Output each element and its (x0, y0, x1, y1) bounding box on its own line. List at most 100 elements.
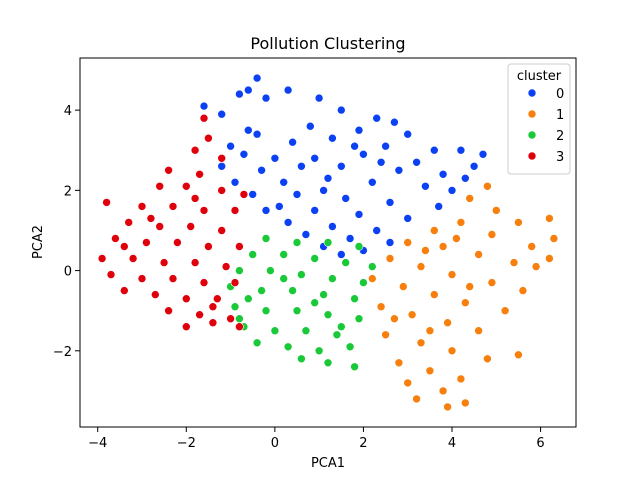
data-point-cluster-2 (319, 290, 328, 299)
data-point-cluster-0 (421, 182, 430, 191)
data-point-cluster-0 (297, 162, 306, 171)
data-point-cluster-3 (137, 202, 147, 211)
data-point-cluster-1 (425, 326, 435, 336)
data-point-cluster-2 (359, 278, 368, 287)
data-point-cluster-3 (168, 202, 178, 211)
data-point-cluster-0 (226, 141, 235, 151)
data-point-cluster-2 (292, 306, 302, 316)
legend-marker-3 (527, 151, 537, 161)
data-point-cluster-1 (438, 386, 448, 396)
data-point-cluster-0 (403, 129, 413, 139)
data-point-cluster-3 (195, 310, 204, 320)
data-point-cluster-1 (394, 358, 404, 368)
data-point-cluster-3 (195, 170, 204, 179)
data-point-cluster-0 (252, 73, 262, 83)
data-point-cluster-3 (199, 113, 209, 123)
data-point-cluster-0 (460, 174, 470, 183)
data-point-cluster-0 (314, 93, 324, 103)
y-tick-label: 0 (64, 265, 72, 280)
x-axis-label: PCA1 (311, 456, 345, 471)
data-point-cluster-1 (429, 290, 439, 299)
data-point-cluster-1 (407, 310, 417, 320)
data-point-cluster-3 (128, 254, 138, 263)
data-point-cluster-1 (403, 378, 413, 388)
legend-entries: 0 1 2 3 (527, 87, 564, 165)
data-point-cluster-1 (416, 262, 426, 271)
data-point-cluster-1 (545, 214, 554, 223)
data-point-cluster-2 (354, 242, 364, 251)
data-point-cluster-1 (421, 246, 430, 255)
data-point-cluster-0 (434, 202, 444, 211)
data-point-cluster-1 (474, 250, 483, 259)
data-point-cluster-3 (199, 278, 209, 287)
data-point-cluster-3 (213, 294, 222, 304)
data-point-cluster-0 (478, 150, 488, 159)
data-point-cluster-2 (354, 314, 364, 324)
data-point-cluster-3 (182, 322, 191, 332)
data-point-cluster-0 (261, 93, 271, 103)
legend-title: cluster (517, 69, 562, 84)
x-tick-label: 4 (448, 436, 456, 451)
y-tick-label: 2 (64, 184, 72, 199)
data-point-cluster-1 (438, 242, 448, 251)
data-point-cluster-1 (549, 234, 559, 243)
data-point-cluster-1 (456, 218, 466, 227)
data-point-cluster-1 (465, 282, 475, 291)
data-point-cluster-1 (425, 366, 435, 376)
data-point-cluster-2 (336, 322, 346, 332)
data-point-cluster-1 (514, 218, 523, 227)
data-point-cluster-2 (310, 298, 320, 308)
data-point-cluster-2 (235, 266, 244, 275)
data-point-cluster-0 (341, 194, 351, 203)
data-point-cluster-3 (190, 258, 200, 267)
data-point-cluster-0 (372, 113, 382, 123)
data-point-cluster-0 (412, 158, 421, 167)
data-point-cluster-3 (230, 278, 240, 287)
data-point-cluster-1 (545, 254, 554, 263)
legend-label-2: 2 (556, 129, 564, 144)
data-point-cluster-0 (336, 105, 346, 115)
data-point-cluster-2 (297, 354, 306, 364)
data-point-cluster-0 (310, 154, 320, 163)
data-point-cluster-3 (239, 190, 249, 199)
data-point-cluster-0 (447, 186, 457, 195)
data-point-cluster-3 (159, 258, 169, 267)
data-point-cluster-1 (487, 230, 497, 239)
data-point-cluster-1 (483, 354, 492, 364)
data-point-cluster-0 (328, 133, 337, 143)
data-point-cluster-0 (354, 210, 364, 219)
legend: cluster 0 1 2 3 (507, 63, 571, 175)
x-tick-label: −2 (177, 436, 196, 451)
y-tick-label: −2 (53, 345, 72, 360)
data-point-cluster-1 (487, 278, 497, 287)
data-point-cluster-1 (474, 326, 483, 336)
data-point-cluster-2 (248, 250, 257, 259)
data-point-cluster-1 (381, 330, 390, 340)
legend-marker-2 (527, 130, 537, 140)
data-point-cluster-0 (288, 137, 297, 147)
data-point-cluster-0 (367, 178, 377, 187)
data-point-cluster-0 (403, 214, 413, 223)
data-point-cluster-3 (168, 274, 178, 283)
data-point-cluster-3 (151, 290, 160, 299)
data-point-cluster-1 (412, 394, 421, 404)
data-point-cluster-2 (288, 286, 297, 295)
data-point-cluster-0 (244, 125, 253, 135)
data-point-cluster-1 (390, 314, 399, 324)
y-axis-ticks: −2 0 2 4 (53, 104, 80, 360)
legend-marker-0 (527, 88, 537, 98)
data-point-cluster-3 (120, 286, 129, 295)
data-point-cluster-0 (274, 202, 284, 211)
data-point-cluster-2 (279, 250, 289, 259)
data-point-cluster-2 (252, 338, 262, 348)
y-tick-label: 4 (64, 104, 72, 119)
data-point-cluster-0 (199, 101, 209, 111)
data-point-cluster-1 (443, 318, 452, 328)
data-point-cluster-0 (217, 109, 226, 119)
data-point-cluster-0 (301, 230, 311, 239)
data-point-cluster-1 (443, 402, 452, 412)
data-point-cluster-3 (173, 238, 182, 247)
data-point-cluster-0 (319, 186, 328, 195)
data-point-cluster-3 (230, 206, 240, 215)
data-point-cluster-0 (310, 206, 320, 215)
